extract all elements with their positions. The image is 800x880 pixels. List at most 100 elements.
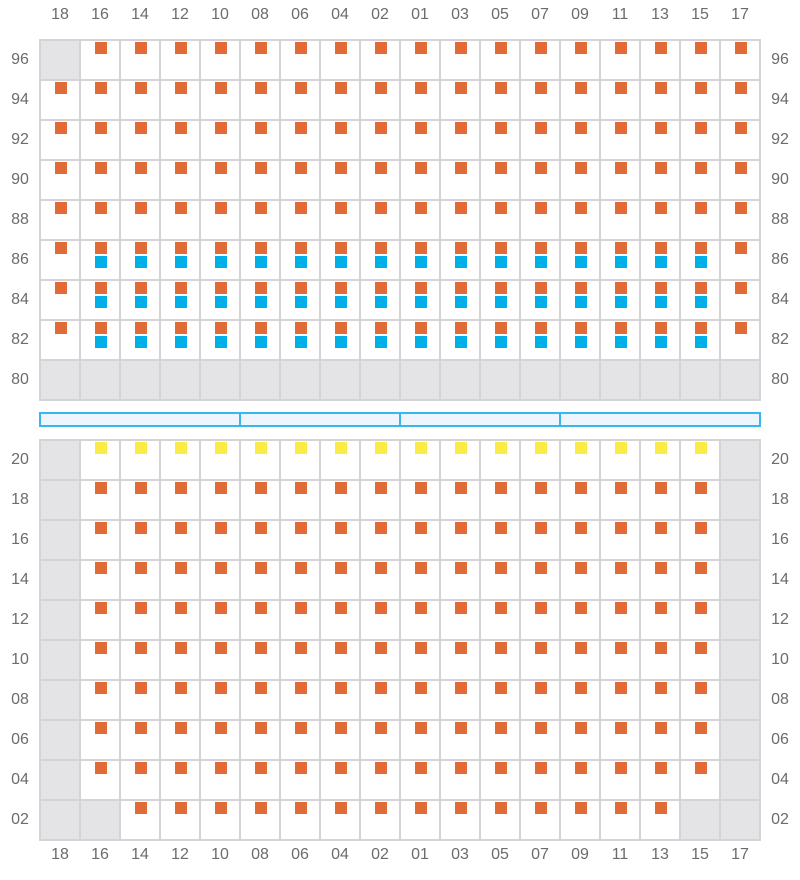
- orange-seat-marker[interactable]: [335, 122, 347, 134]
- orange-seat-marker[interactable]: [375, 242, 387, 254]
- orange-seat-marker[interactable]: [335, 562, 347, 574]
- orange-seat-marker[interactable]: [535, 642, 547, 654]
- orange-seat-marker[interactable]: [455, 242, 467, 254]
- seat-cell[interactable]: [681, 721, 719, 759]
- seat-cell[interactable]: [481, 161, 519, 199]
- orange-seat-marker[interactable]: [175, 202, 187, 214]
- seat-cell[interactable]: [41, 201, 79, 239]
- seat-cell[interactable]: [81, 241, 119, 279]
- seat-cell[interactable]: [241, 681, 279, 719]
- seat-cell[interactable]: [441, 761, 479, 799]
- seat-cell[interactable]: [681, 201, 719, 239]
- orange-seat-marker[interactable]: [135, 682, 147, 694]
- orange-seat-marker[interactable]: [215, 562, 227, 574]
- orange-seat-marker[interactable]: [295, 722, 307, 734]
- orange-seat-marker[interactable]: [735, 82, 747, 94]
- orange-seat-marker[interactable]: [175, 482, 187, 494]
- seat-cell[interactable]: [281, 241, 319, 279]
- orange-seat-marker[interactable]: [135, 202, 147, 214]
- seat-cell[interactable]: [521, 161, 559, 199]
- blue-seat-marker[interactable]: [335, 296, 347, 308]
- orange-seat-marker[interactable]: [575, 322, 587, 334]
- orange-seat-marker[interactable]: [575, 202, 587, 214]
- seat-cell[interactable]: [681, 81, 719, 119]
- orange-seat-marker[interactable]: [415, 42, 427, 54]
- orange-seat-marker[interactable]: [135, 42, 147, 54]
- orange-seat-marker[interactable]: [175, 642, 187, 654]
- orange-seat-marker[interactable]: [335, 202, 347, 214]
- blue-seat-marker[interactable]: [375, 256, 387, 268]
- orange-seat-marker[interactable]: [255, 682, 267, 694]
- orange-seat-marker[interactable]: [535, 562, 547, 574]
- seat-cell[interactable]: [481, 481, 519, 519]
- orange-seat-marker[interactable]: [295, 42, 307, 54]
- orange-seat-marker[interactable]: [455, 282, 467, 294]
- orange-seat-marker[interactable]: [295, 762, 307, 774]
- orange-seat-marker[interactable]: [535, 82, 547, 94]
- orange-seat-marker[interactable]: [535, 522, 547, 534]
- seat-cell[interactable]: [481, 281, 519, 319]
- orange-seat-marker[interactable]: [255, 42, 267, 54]
- seat-cell[interactable]: [201, 281, 239, 319]
- seat-cell[interactable]: [321, 721, 359, 759]
- seat-cell[interactable]: [641, 321, 679, 359]
- seat-cell[interactable]: [721, 121, 759, 159]
- yellow-seat-marker[interactable]: [575, 442, 587, 454]
- orange-seat-marker[interactable]: [615, 122, 627, 134]
- seat-cell[interactable]: [201, 761, 239, 799]
- seat-cell[interactable]: [481, 241, 519, 279]
- orange-seat-marker[interactable]: [295, 322, 307, 334]
- orange-seat-marker[interactable]: [535, 602, 547, 614]
- orange-seat-marker[interactable]: [495, 522, 507, 534]
- orange-seat-marker[interactable]: [415, 282, 427, 294]
- seat-cell[interactable]: [201, 441, 239, 479]
- orange-seat-marker[interactable]: [135, 722, 147, 734]
- orange-seat-marker[interactable]: [655, 322, 667, 334]
- orange-seat-marker[interactable]: [455, 122, 467, 134]
- orange-seat-marker[interactable]: [615, 682, 627, 694]
- seat-cell[interactable]: [201, 521, 239, 559]
- seat-cell[interactable]: [641, 521, 679, 559]
- seat-cell[interactable]: [241, 241, 279, 279]
- orange-seat-marker[interactable]: [95, 322, 107, 334]
- orange-seat-marker[interactable]: [135, 162, 147, 174]
- orange-seat-marker[interactable]: [575, 562, 587, 574]
- orange-seat-marker[interactable]: [455, 522, 467, 534]
- orange-seat-marker[interactable]: [255, 762, 267, 774]
- orange-seat-marker[interactable]: [415, 162, 427, 174]
- orange-seat-marker[interactable]: [175, 522, 187, 534]
- orange-seat-marker[interactable]: [95, 242, 107, 254]
- orange-seat-marker[interactable]: [55, 162, 67, 174]
- seat-cell[interactable]: [121, 281, 159, 319]
- orange-seat-marker[interactable]: [175, 162, 187, 174]
- orange-seat-marker[interactable]: [495, 642, 507, 654]
- seat-cell[interactable]: [401, 441, 439, 479]
- seat-cell[interactable]: [641, 641, 679, 679]
- seat-cell[interactable]: [641, 281, 679, 319]
- seat-cell[interactable]: [121, 681, 159, 719]
- seat-cell[interactable]: [681, 601, 719, 639]
- orange-seat-marker[interactable]: [655, 202, 667, 214]
- seat-cell[interactable]: [361, 201, 399, 239]
- orange-seat-marker[interactable]: [375, 802, 387, 814]
- seat-cell[interactable]: [441, 641, 479, 679]
- seat-cell[interactable]: [681, 561, 719, 599]
- seat-cell[interactable]: [281, 41, 319, 79]
- orange-seat-marker[interactable]: [575, 82, 587, 94]
- orange-seat-marker[interactable]: [535, 282, 547, 294]
- orange-seat-marker[interactable]: [175, 722, 187, 734]
- yellow-seat-marker[interactable]: [135, 442, 147, 454]
- seat-cell[interactable]: [481, 641, 519, 679]
- seat-cell[interactable]: [201, 801, 239, 839]
- seat-cell[interactable]: [281, 721, 319, 759]
- seat-cell[interactable]: [561, 41, 599, 79]
- orange-seat-marker[interactable]: [655, 722, 667, 734]
- orange-seat-marker[interactable]: [375, 282, 387, 294]
- orange-seat-marker[interactable]: [655, 42, 667, 54]
- orange-seat-marker[interactable]: [295, 162, 307, 174]
- orange-seat-marker[interactable]: [455, 642, 467, 654]
- seat-cell[interactable]: [241, 321, 279, 359]
- orange-seat-marker[interactable]: [335, 762, 347, 774]
- seat-cell[interactable]: [441, 121, 479, 159]
- orange-seat-marker[interactable]: [295, 242, 307, 254]
